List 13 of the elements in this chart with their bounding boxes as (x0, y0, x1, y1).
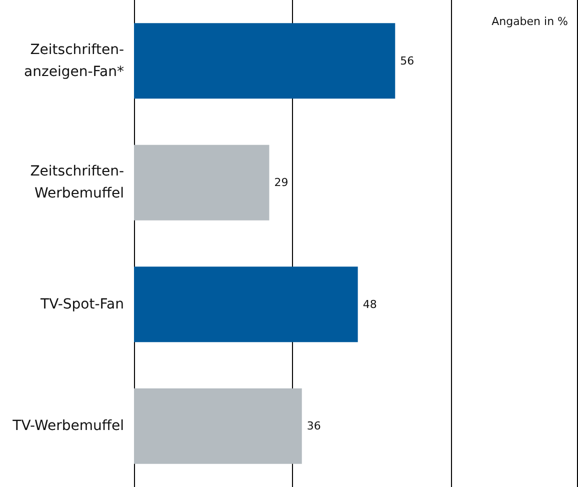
bar (134, 144, 270, 220)
data-label: 56 (400, 54, 414, 68)
y-tick-label: TV-Werbemuffel (12, 418, 124, 434)
y-tick-label: Zeitschriften-anzeigen-Fan* (24, 42, 124, 80)
data-label: 48 (362, 298, 377, 311)
data-label: 29 (274, 176, 288, 190)
data-label: 36 (306, 420, 321, 433)
annotation: Angaben in % (492, 15, 568, 28)
y-tick-label: TV-Spot-Fan (40, 296, 124, 312)
y-tick-label: Zeitschriften-Werbemuffel (30, 164, 124, 202)
bar (134, 266, 358, 342)
bar (134, 388, 302, 464)
bar (134, 23, 396, 99)
